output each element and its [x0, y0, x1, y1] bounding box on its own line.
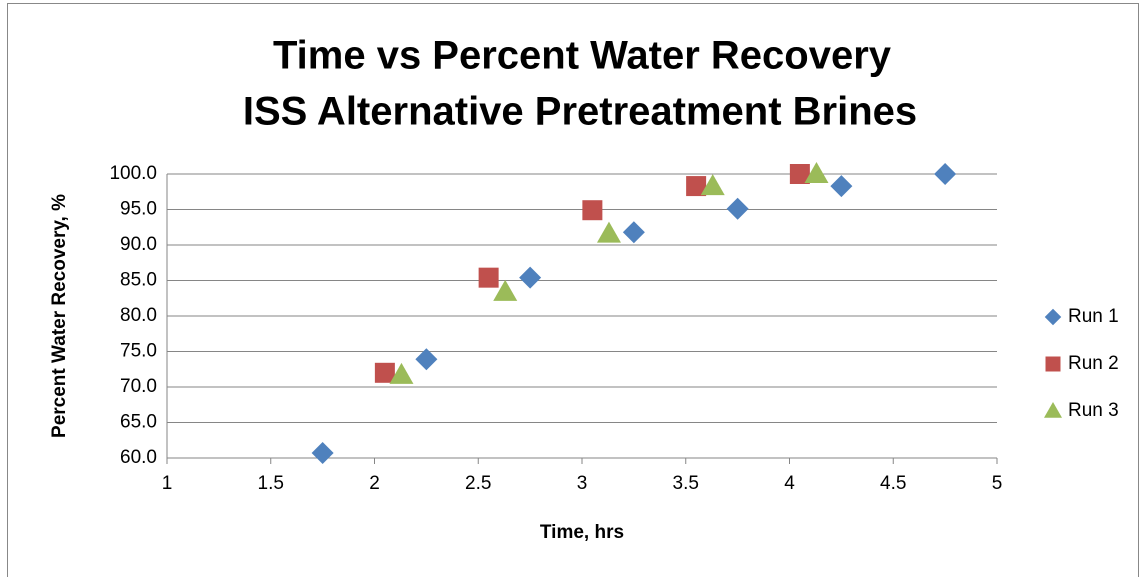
y-tick-label: 95.0 [120, 199, 157, 220]
point [686, 176, 707, 197]
y-tick-label: 85.0 [120, 270, 157, 291]
y-tick-label: 65.0 [120, 412, 157, 433]
point [726, 197, 749, 220]
point [389, 362, 414, 384]
chart-subtitle: ISS Alternative Pretreatment Brines [243, 90, 917, 134]
point [519, 266, 542, 289]
point [311, 442, 334, 465]
point [582, 200, 603, 221]
point [804, 162, 829, 183]
x-tick-label: 3.5 [673, 473, 699, 494]
point [596, 221, 621, 243]
point [830, 175, 853, 198]
y-tick-label: 70.0 [120, 376, 157, 397]
x-tick-label: 4 [784, 473, 795, 494]
chart-border [7, 3, 1139, 577]
y-tick-label: 75.0 [120, 341, 157, 362]
y-tick-label: 100.0 [109, 163, 157, 184]
x-tick-label: 4.5 [880, 473, 906, 494]
y-tick-label: 80.0 [120, 305, 157, 326]
legend-label: Run 3 [1068, 400, 1119, 421]
point [789, 164, 810, 184]
x-axis-title: Time, hrs [540, 522, 624, 543]
legend-marker [1044, 402, 1062, 418]
chart-title: Time vs Percent Water Recovery [273, 34, 892, 78]
x-tick-label: 3 [577, 473, 588, 494]
legend-marker [1045, 356, 1061, 372]
legend-label: Run 2 [1068, 353, 1119, 374]
point [493, 279, 518, 301]
x-tick-label: 1 [162, 473, 173, 494]
x-tick-label: 2 [369, 473, 380, 494]
point [374, 362, 395, 383]
point [415, 348, 438, 371]
point [622, 221, 645, 244]
legend-marker [1044, 308, 1062, 326]
y-axis-title: Percent Water Recovery, % [49, 194, 70, 438]
point [478, 267, 499, 288]
point [934, 163, 957, 185]
x-tick-label: 5 [992, 473, 1003, 494]
y-tick-label: 60.0 [120, 447, 157, 468]
x-tick-label: 1.5 [258, 473, 284, 494]
legend-label: Run 1 [1068, 306, 1119, 327]
x-tick-label: 2.5 [465, 473, 491, 494]
y-tick-label: 90.0 [120, 234, 157, 255]
point [700, 174, 725, 196]
